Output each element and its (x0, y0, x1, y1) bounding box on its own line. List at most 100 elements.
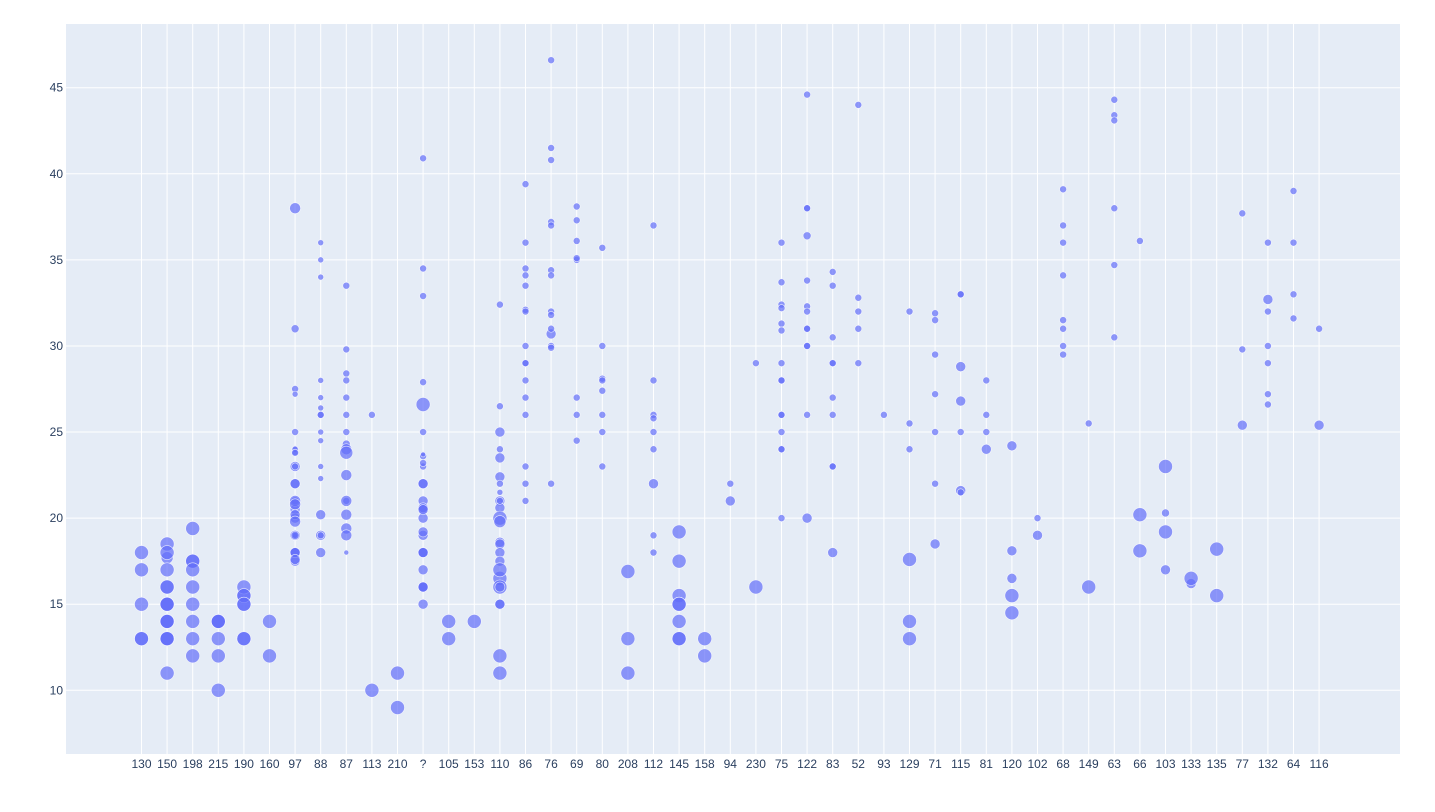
scatter-point (854, 359, 863, 367)
scatter-point (496, 445, 504, 454)
x-tick-label: 153 (464, 757, 484, 771)
scatter-point (1006, 573, 1018, 584)
plot-background (66, 24, 1400, 754)
x-tick-label: 88 (314, 757, 328, 771)
scatter-point (982, 376, 991, 385)
scatter-point (572, 202, 581, 211)
y-tick-label: 15 (50, 597, 64, 611)
scatter-point (317, 394, 325, 401)
scatter-point (1110, 261, 1119, 269)
scatter-point (671, 553, 687, 569)
scatter-point (340, 469, 353, 481)
x-tick-label: 135 (1207, 757, 1227, 771)
scatter-point (547, 271, 555, 280)
scatter-point (955, 361, 967, 372)
scatter-point (419, 154, 427, 163)
y-tick-label: 30 (50, 339, 64, 353)
scatter-point (159, 596, 175, 612)
scatter-point (342, 411, 351, 419)
scatter-point (827, 547, 839, 558)
x-tick-label: 105 (439, 757, 459, 771)
scatter-point (726, 479, 735, 488)
scatter-point (547, 56, 555, 64)
scatter-point (854, 324, 863, 333)
scatter-point (317, 377, 325, 384)
scatter-point (211, 648, 226, 664)
scatter-point (649, 221, 658, 230)
scatter-point (317, 463, 325, 470)
scatter-point (828, 462, 837, 471)
scatter-point (291, 448, 299, 457)
x-tick-label: 66 (1133, 757, 1147, 771)
scatter-point (1006, 545, 1018, 557)
scatter-point (1289, 187, 1298, 195)
scatter-point (159, 562, 175, 578)
x-tick-label: 122 (797, 757, 817, 771)
x-tick-labels: 130 150 198 215 190 160 97 88 87 113 210? 105 153 110… (131, 757, 1329, 771)
scatter-point (931, 428, 939, 436)
scatter-point (521, 462, 530, 471)
x-tick-label: 63 (1108, 757, 1122, 771)
y-gridlines (66, 87, 1400, 691)
scatter-point (1238, 209, 1247, 218)
x-tick-label: 103 (1155, 757, 1175, 771)
scatter-point (1315, 324, 1323, 333)
scatter-point (496, 489, 504, 496)
scatter-point (159, 545, 175, 560)
scatter-point (521, 497, 530, 505)
scatter-point (1132, 507, 1148, 522)
scatter-point (828, 359, 837, 367)
scatter-point (492, 562, 508, 578)
scatter-point (340, 495, 353, 507)
scatter-point (598, 342, 607, 350)
scatter-point (417, 598, 429, 610)
scatter-point (236, 631, 252, 646)
scatter-point (777, 428, 786, 436)
x-tick-label: 133 (1181, 757, 1201, 771)
scatter-point (1059, 324, 1067, 333)
scatter-point (671, 596, 687, 612)
scatter-point (1264, 342, 1272, 350)
scatter-point (521, 393, 530, 402)
scatter-point (211, 682, 226, 698)
scatter-point (339, 445, 354, 460)
x-tick-label: 77 (1236, 757, 1250, 771)
scatter-point (417, 564, 429, 576)
scatter-point (390, 700, 405, 715)
scatter-point (1158, 524, 1173, 540)
scatter-point (1264, 238, 1272, 247)
scatter-point (956, 290, 965, 299)
scatter-point (649, 531, 658, 540)
scatter-point (598, 462, 607, 471)
scatter-point (466, 614, 482, 629)
scatter-point (289, 478, 301, 489)
scatter-point (1209, 588, 1224, 603)
scatter-point (521, 271, 530, 280)
scatter-point (496, 497, 504, 505)
scatter-point (956, 428, 965, 436)
scatter-point (547, 479, 555, 488)
scatter-point (521, 180, 530, 188)
scatter-point (368, 411, 376, 419)
scatter-point (496, 402, 504, 411)
scatter-point (521, 411, 530, 419)
scatter-point (1289, 314, 1298, 323)
scatter-point (134, 596, 149, 612)
x-tick-label: 83 (826, 757, 840, 771)
scatter-point (1264, 359, 1272, 367)
scatter-point (419, 459, 427, 467)
scatter-point (854, 101, 863, 109)
x-tick-label: 149 (1079, 757, 1099, 771)
y-tick-labels: 10 15 20 25 30 35 40 45 (50, 81, 64, 698)
scatter-point (547, 311, 555, 319)
x-tick-label: 97 (288, 757, 302, 771)
x-tick-label: 110 (490, 757, 509, 771)
x-tick-label: 64 (1287, 757, 1301, 771)
scatter-point (777, 326, 786, 335)
scatter-point (290, 531, 300, 540)
scatter-point (1209, 541, 1224, 557)
scatter-point (1004, 588, 1020, 603)
scatter-point (1004, 605, 1020, 621)
scatter-point (185, 521, 200, 536)
